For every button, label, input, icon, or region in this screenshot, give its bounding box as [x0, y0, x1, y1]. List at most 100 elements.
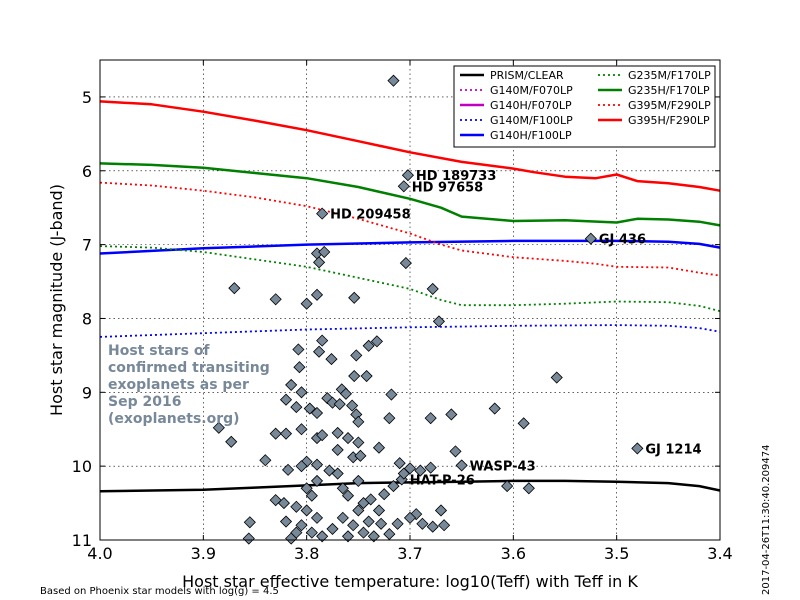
star-point	[290, 500, 303, 513]
star-point	[316, 530, 329, 543]
star-point	[331, 426, 344, 439]
x-tick-label: 3.9	[191, 544, 216, 563]
x-tick-label: 4.0	[87, 544, 112, 563]
star-point	[333, 398, 346, 411]
star-point	[318, 245, 331, 259]
series-line-7	[99, 181, 721, 277]
star-point	[285, 378, 298, 391]
star-point	[399, 257, 412, 270]
star-point	[279, 393, 293, 406]
star-point	[282, 463, 295, 476]
star-point	[354, 449, 367, 462]
star-label: GJ 436	[599, 233, 646, 248]
star-point	[313, 345, 326, 358]
star-point	[295, 519, 308, 532]
y-tick-label: 8	[82, 309, 92, 328]
star-point	[517, 417, 530, 430]
star-point	[341, 432, 355, 445]
star-points	[212, 74, 644, 545]
star-point	[310, 511, 324, 524]
annotation-line: confirmed transiting	[108, 360, 270, 376]
star-point	[290, 401, 303, 414]
star-label: WASP-43	[470, 459, 536, 474]
star-point	[426, 520, 439, 533]
star-point	[295, 423, 308, 436]
star-point	[316, 429, 329, 442]
star-label: HAT-P-26	[410, 473, 475, 488]
star-point	[372, 504, 386, 517]
star-point	[331, 443, 344, 456]
star-point	[391, 517, 404, 530]
legend-label: G235H/F170LP	[628, 84, 710, 97]
legend-label: G140M/F100LP	[490, 114, 573, 127]
star-point	[339, 387, 352, 400]
y-tick-label: 9	[82, 383, 92, 402]
legend-label: G140H/F070LP	[490, 99, 572, 112]
legend-label: G395M/F290LP	[628, 99, 711, 112]
star-point	[243, 516, 256, 529]
star-point	[348, 291, 361, 304]
star-point	[401, 169, 414, 182]
star-point	[331, 467, 344, 480]
star-point	[290, 526, 303, 539]
legend-label: PRISM/CLEAR	[490, 69, 564, 82]
star-point	[584, 232, 597, 245]
star-point	[352, 504, 365, 517]
series-line-8	[99, 100, 721, 192]
timestamp-label: 2017-04-26T11:30:40.209474	[761, 445, 772, 596]
y-tick-label: 11	[72, 531, 92, 550]
star-point	[403, 511, 417, 524]
star-point	[341, 530, 355, 543]
star-point	[326, 522, 339, 535]
star-point	[346, 399, 359, 412]
star-point	[300, 297, 313, 310]
star-point	[424, 461, 437, 474]
y-tick-label: 10	[72, 457, 92, 476]
annotation-line: (exoplanets.org)	[108, 411, 240, 427]
star-point	[387, 74, 400, 87]
legend-label: G395H/F290LP	[628, 114, 710, 127]
legend-label: G140M/F070LP	[490, 84, 573, 97]
star-point	[292, 343, 305, 356]
star-point	[550, 371, 563, 384]
star-point	[305, 526, 318, 539]
series-lines	[99, 100, 721, 493]
star-point	[397, 180, 410, 193]
star-point	[424, 412, 437, 425]
series-line-4	[99, 239, 721, 255]
star-label: HD 97658	[412, 180, 483, 195]
star-point	[449, 445, 462, 458]
star-point	[397, 467, 410, 480]
annotation-line: Host stars of	[108, 343, 210, 359]
star-point	[269, 427, 282, 440]
star-point	[348, 369, 361, 383]
star-point	[455, 459, 468, 472]
star-point	[336, 482, 349, 495]
star-point	[352, 415, 365, 428]
star-point	[367, 530, 380, 543]
star-point	[300, 504, 313, 517]
y-axis-label: Host star magnitude (J-band)	[47, 184, 66, 416]
star-point	[310, 406, 324, 420]
star-point	[310, 288, 324, 301]
star-point	[316, 207, 329, 220]
star-point	[357, 526, 370, 539]
x-axis-label: Host star effective temperature: log10(T…	[182, 572, 638, 591]
star-point	[269, 293, 282, 306]
legend-label: G140H/F100LP	[490, 129, 572, 142]
star-point	[370, 335, 383, 348]
series-line-5	[99, 245, 721, 312]
star-point	[393, 457, 406, 470]
star-point	[295, 386, 308, 399]
x-tick-label: 3.6	[501, 544, 526, 563]
star-point	[414, 464, 427, 477]
star-label: HD 209458	[330, 208, 410, 223]
star-point	[310, 474, 324, 487]
star-point	[438, 519, 451, 532]
star-point	[336, 511, 349, 524]
legend: PRISM/CLEAR G140M/F070LP G140H/F070LP G140M…	[453, 65, 716, 148]
footer-note: Based on Phoenix star models with log(g)…	[40, 586, 279, 597]
star-point	[279, 515, 293, 528]
